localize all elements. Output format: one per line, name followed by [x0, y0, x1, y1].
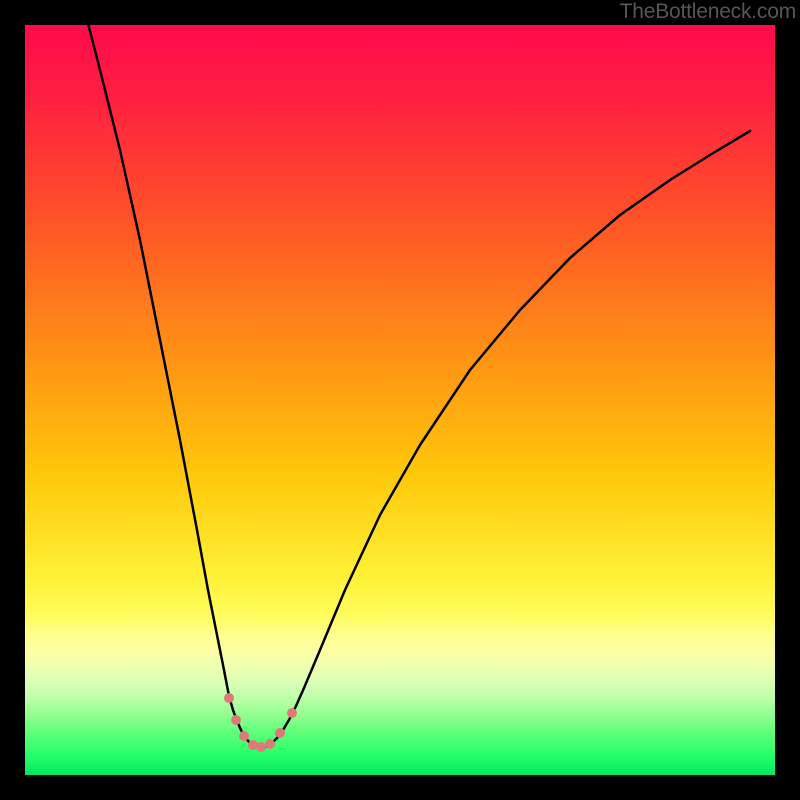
- well-marker: [224, 693, 234, 703]
- well-marker: [256, 742, 266, 752]
- chart-svg: [25, 25, 775, 775]
- bottleneck-curve: [82, 0, 750, 748]
- well-marker: [239, 731, 249, 741]
- well-marker: [287, 708, 297, 718]
- well-marker: [231, 715, 241, 725]
- well-marker: [275, 728, 285, 738]
- chart-canvas: TheBottleneck.com: [0, 0, 800, 800]
- well-marker: [265, 739, 275, 749]
- plot-area: [25, 25, 775, 775]
- watermark-text: TheBottleneck.com: [620, 0, 796, 24]
